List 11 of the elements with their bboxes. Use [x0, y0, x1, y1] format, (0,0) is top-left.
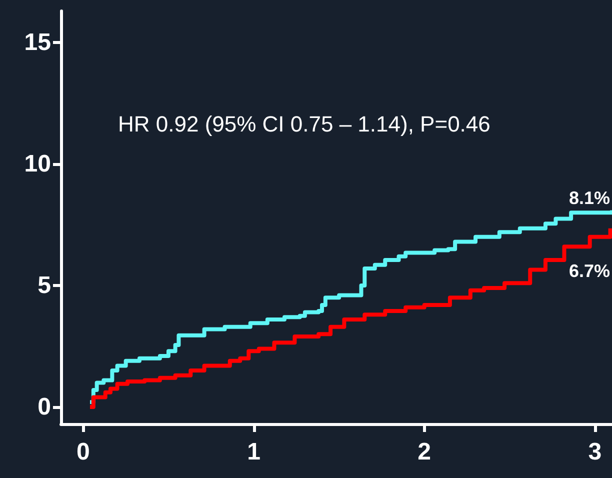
y-tick-label: 5 — [38, 272, 51, 300]
annotation: 6.7% — [568, 261, 610, 281]
annotation: HR 0.92 (95% CI 0.75 – 1.14), P=0.46 — [118, 112, 490, 136]
x-tick-label: 3 — [588, 438, 602, 466]
y-tick-label: 0 — [38, 393, 51, 420]
x-tick-label: 2 — [418, 438, 432, 466]
x-tick-label: 1 — [247, 438, 260, 466]
y-tick-label: 10 — [24, 150, 51, 178]
y-tick-label: 15 — [24, 29, 51, 56]
x-tick-label: 0 — [76, 438, 90, 466]
annotation: 8.1% — [568, 188, 610, 208]
